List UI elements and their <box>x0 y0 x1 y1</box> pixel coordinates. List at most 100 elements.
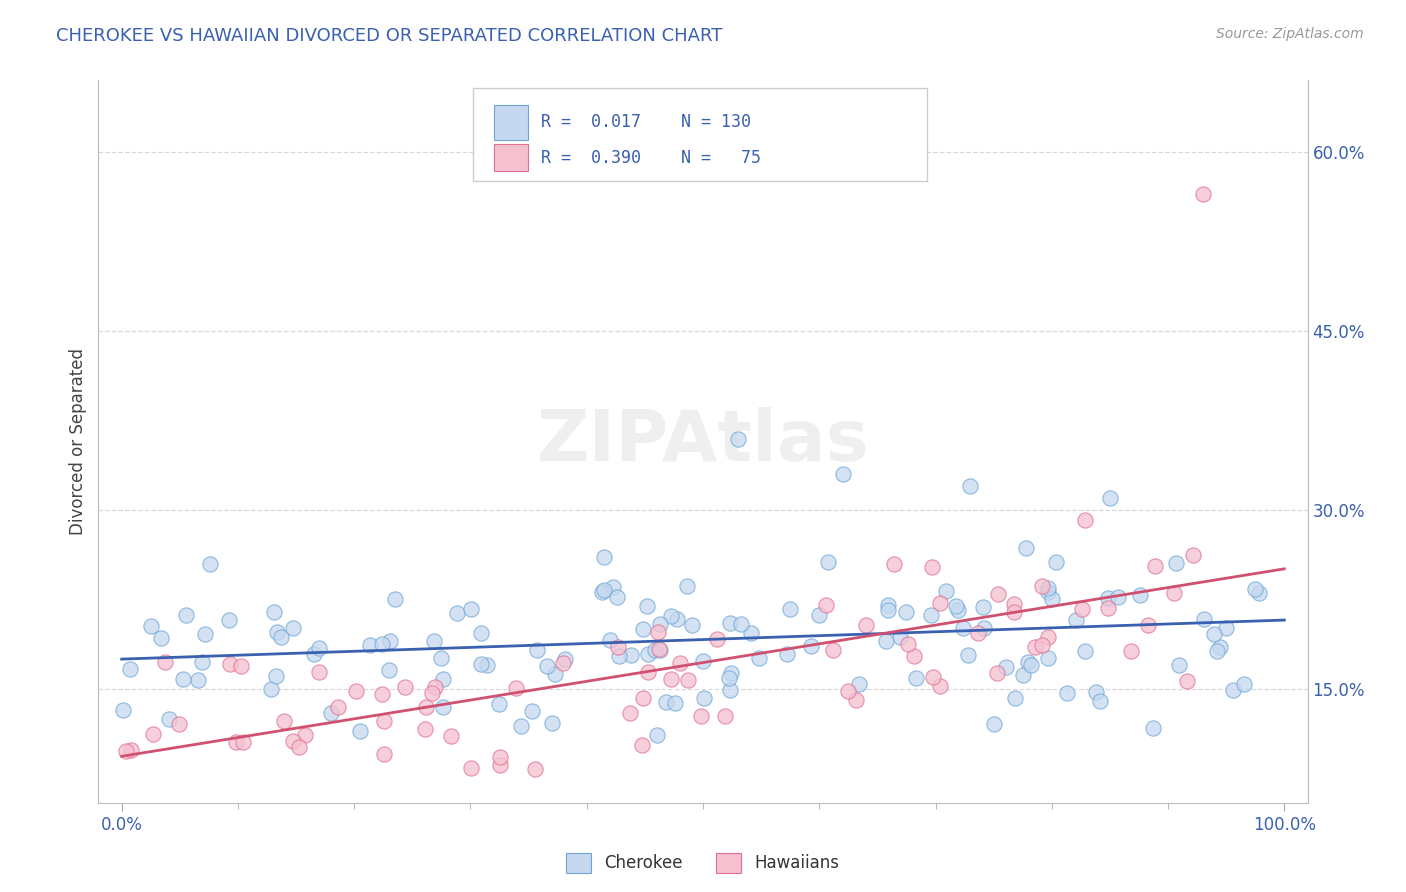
Point <box>1244 582 1267 596</box>
Point <box>644 643 666 657</box>
Point <box>1143 559 1166 574</box>
Point <box>1202 627 1225 641</box>
Point <box>373 714 395 728</box>
Point <box>432 672 454 686</box>
Point <box>837 683 859 698</box>
Point <box>904 671 927 685</box>
Point <box>814 598 837 612</box>
Point <box>551 656 574 670</box>
Point <box>1038 581 1060 595</box>
Point <box>720 666 742 681</box>
Legend: Cherokee, Hawaiians: Cherokee, Hawaiians <box>560 847 846 880</box>
Point <box>1073 513 1095 527</box>
Point <box>349 723 371 738</box>
Point <box>845 693 868 707</box>
Point <box>554 652 576 666</box>
Point <box>1031 579 1053 593</box>
Point <box>689 709 711 723</box>
Point <box>875 633 897 648</box>
Point <box>260 682 283 697</box>
Point <box>631 622 654 636</box>
Point <box>922 670 945 684</box>
Point <box>647 625 669 640</box>
Point <box>606 590 628 604</box>
Point <box>429 650 451 665</box>
Point <box>665 612 688 626</box>
Point <box>855 617 877 632</box>
Point <box>415 700 437 714</box>
Point <box>308 665 330 680</box>
Point <box>876 598 898 612</box>
Point <box>1074 644 1097 658</box>
Point <box>808 607 831 622</box>
Point <box>928 679 950 693</box>
Point <box>779 602 801 616</box>
Point <box>326 700 349 714</box>
Point <box>952 621 974 635</box>
Point <box>288 740 311 755</box>
Point <box>1056 686 1078 700</box>
Point <box>897 637 920 651</box>
Point <box>120 743 142 757</box>
Point <box>714 708 737 723</box>
Point <box>1181 548 1204 562</box>
Point <box>283 734 305 748</box>
Point <box>648 642 671 657</box>
Point <box>637 648 659 662</box>
Point <box>730 616 752 631</box>
Point <box>1031 638 1053 652</box>
Point <box>273 714 295 728</box>
Point <box>740 626 762 640</box>
Point <box>470 626 492 640</box>
Point <box>378 663 401 677</box>
Point <box>1084 685 1107 699</box>
Point <box>1045 555 1067 569</box>
Point <box>1098 491 1121 506</box>
Point <box>928 596 950 610</box>
Point <box>413 722 436 736</box>
Point <box>972 599 994 614</box>
Point <box>470 657 492 671</box>
Point <box>591 585 613 599</box>
Point <box>986 666 1008 681</box>
Point <box>174 608 197 623</box>
Point <box>536 658 558 673</box>
Point <box>1175 674 1198 689</box>
Point <box>510 719 533 733</box>
Point <box>675 579 697 593</box>
Point <box>1163 585 1185 599</box>
Point <box>935 583 957 598</box>
Point <box>1036 585 1059 599</box>
Point <box>823 643 845 657</box>
Point <box>883 557 905 571</box>
Point <box>1040 591 1063 606</box>
Point <box>817 556 839 570</box>
Point <box>1019 657 1042 672</box>
Point <box>321 706 343 720</box>
Point <box>1222 682 1244 697</box>
Point <box>446 606 468 620</box>
Point <box>139 618 162 632</box>
Point <box>1205 644 1227 658</box>
Point <box>266 625 288 640</box>
Point <box>593 550 616 565</box>
Point <box>889 631 911 645</box>
Point <box>200 557 222 571</box>
Point <box>460 760 482 774</box>
Point <box>959 479 981 493</box>
Point <box>920 607 942 622</box>
Point <box>607 640 630 655</box>
Point <box>957 648 980 662</box>
Point <box>831 467 853 482</box>
FancyBboxPatch shape <box>474 87 927 181</box>
Point <box>1097 601 1119 615</box>
Point <box>526 642 548 657</box>
Point <box>294 728 316 742</box>
Point <box>973 621 995 635</box>
Text: CHEROKEE VS HAWAIIAN DIVORCED OR SEPARATED CORRELATION CHART: CHEROKEE VS HAWAIIAN DIVORCED OR SEPARAT… <box>56 27 723 45</box>
Point <box>602 580 624 594</box>
Point <box>232 734 254 748</box>
Point <box>308 640 330 655</box>
Point <box>1107 590 1129 604</box>
Point <box>631 690 654 705</box>
